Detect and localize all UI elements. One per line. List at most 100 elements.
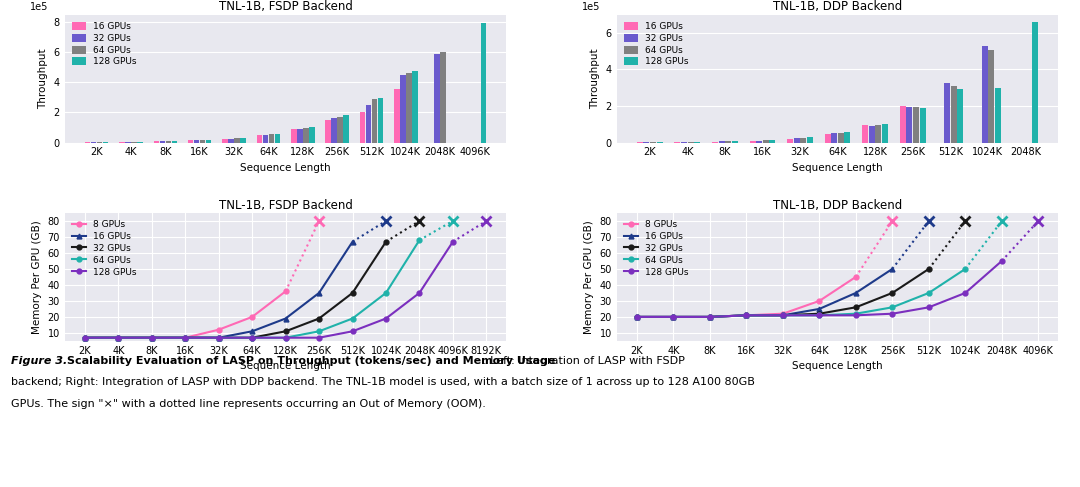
64 GPUs: [740, 312, 753, 318]
Y-axis label: Throughput: Throughput: [590, 48, 600, 109]
32 GPUs: [777, 312, 789, 318]
32 GPUs: [379, 239, 392, 244]
16 GPUs: [312, 290, 325, 296]
Bar: [681, 142, 687, 143]
128 GPUs: [666, 314, 679, 320]
Bar: [845, 132, 850, 143]
Bar: [194, 140, 200, 143]
Y-axis label: Memory Per GPU (GB): Memory Per GPU (GB): [584, 220, 594, 334]
Bar: [188, 140, 193, 143]
Bar: [269, 134, 274, 143]
32 GPUs: [703, 314, 716, 320]
Text: 1e5: 1e5: [29, 2, 48, 12]
8 GPUs: [849, 274, 862, 280]
Legend: 8 GPUs, 16 GPUs, 32 GPUs, 64 GPUs, 128 GPUs: 8 GPUs, 16 GPUs, 32 GPUs, 64 GPUs, 128 G…: [69, 218, 139, 280]
32 GPUs: [79, 335, 92, 340]
Text: backend; Right: Integration of LASP with DDP backend. The TNL-1B model is used, : backend; Right: Integration of LASP with…: [11, 377, 755, 388]
32 GPUs: [279, 328, 292, 334]
128 GPUs: [112, 335, 125, 340]
32 GPUs: [666, 314, 679, 320]
Bar: [262, 134, 268, 143]
64 GPUs: [179, 335, 192, 340]
128 GPUs: [996, 258, 1009, 264]
128 GPUs: [379, 316, 392, 321]
32 GPUs: [813, 311, 826, 317]
128 GPUs: [849, 312, 862, 318]
Bar: [291, 130, 297, 143]
Bar: [988, 50, 995, 143]
Bar: [868, 126, 875, 143]
Line: 8 GPUs: 8 GPUs: [82, 289, 288, 340]
16 GPUs: [79, 335, 92, 340]
Bar: [1032, 22, 1038, 143]
Bar: [274, 134, 280, 143]
Bar: [957, 89, 963, 143]
Text: . Left: Integration of LASP with FSDP: . Left: Integration of LASP with FSDP: [483, 356, 685, 366]
16 GPUs: [740, 312, 753, 318]
128 GPUs: [631, 314, 644, 320]
32 GPUs: [212, 335, 225, 340]
128 GPUs: [740, 312, 753, 318]
64 GPUs: [849, 311, 862, 317]
32 GPUs: [886, 290, 899, 296]
Bar: [481, 23, 486, 143]
128 GPUs: [777, 312, 789, 318]
Bar: [838, 133, 843, 143]
16 GPUs: [346, 239, 359, 244]
16 GPUs: [245, 328, 258, 334]
Bar: [919, 108, 926, 143]
X-axis label: Sequence Length: Sequence Length: [793, 361, 883, 371]
16 GPUs: [666, 314, 679, 320]
64 GPUs: [245, 335, 258, 340]
8 GPUs: [666, 314, 679, 320]
Bar: [366, 105, 372, 143]
Bar: [441, 52, 446, 143]
Bar: [794, 138, 800, 143]
64 GPUs: [346, 316, 359, 321]
32 GPUs: [112, 335, 125, 340]
Line: 64 GPUs: 64 GPUs: [82, 238, 422, 340]
Title: TNL-1B, FSDP Backend: TNL-1B, FSDP Backend: [218, 0, 352, 14]
Bar: [394, 89, 400, 143]
Bar: [241, 138, 246, 143]
Bar: [769, 140, 775, 143]
8 GPUs: [179, 335, 192, 340]
Line: 128 GPUs: 128 GPUs: [82, 239, 456, 340]
8 GPUs: [631, 314, 644, 320]
Line: 16 GPUs: 16 GPUs: [634, 266, 894, 319]
128 GPUs: [245, 335, 258, 340]
128 GPUs: [212, 335, 225, 340]
64 GPUs: [959, 266, 972, 272]
Bar: [257, 135, 262, 143]
X-axis label: Sequence Length: Sequence Length: [240, 163, 330, 173]
Bar: [378, 98, 383, 143]
Bar: [325, 120, 330, 143]
32 GPUs: [245, 335, 258, 340]
64 GPUs: [777, 312, 789, 318]
Bar: [372, 99, 377, 143]
64 GPUs: [666, 314, 679, 320]
8 GPUs: [813, 298, 826, 304]
16 GPUs: [886, 266, 899, 272]
64 GPUs: [922, 290, 935, 296]
64 GPUs: [146, 335, 159, 340]
64 GPUs: [79, 335, 92, 340]
Title: TNL-1B, DDP Backend: TNL-1B, DDP Backend: [773, 0, 902, 14]
Bar: [228, 138, 234, 143]
Title: TNL-1B, FSDP Backend: TNL-1B, FSDP Backend: [218, 199, 352, 212]
32 GPUs: [922, 266, 935, 272]
Bar: [718, 141, 725, 143]
8 GPUs: [777, 311, 789, 317]
Bar: [944, 83, 950, 143]
Bar: [332, 118, 337, 143]
Legend: 8 GPUs, 16 GPUs, 32 GPUs, 64 GPUs, 128 GPUs: 8 GPUs, 16 GPUs, 32 GPUs, 64 GPUs, 128 G…: [621, 218, 691, 280]
Legend: 16 GPUs, 32 GPUs, 64 GPUs, 128 GPUs: 16 GPUs, 32 GPUs, 64 GPUs, 128 GPUs: [621, 19, 691, 69]
Bar: [200, 140, 205, 143]
Bar: [732, 141, 738, 143]
16 GPUs: [631, 314, 644, 320]
Bar: [787, 138, 793, 143]
Bar: [825, 134, 831, 143]
32 GPUs: [631, 314, 644, 320]
Bar: [103, 142, 108, 143]
128 GPUs: [346, 328, 359, 334]
